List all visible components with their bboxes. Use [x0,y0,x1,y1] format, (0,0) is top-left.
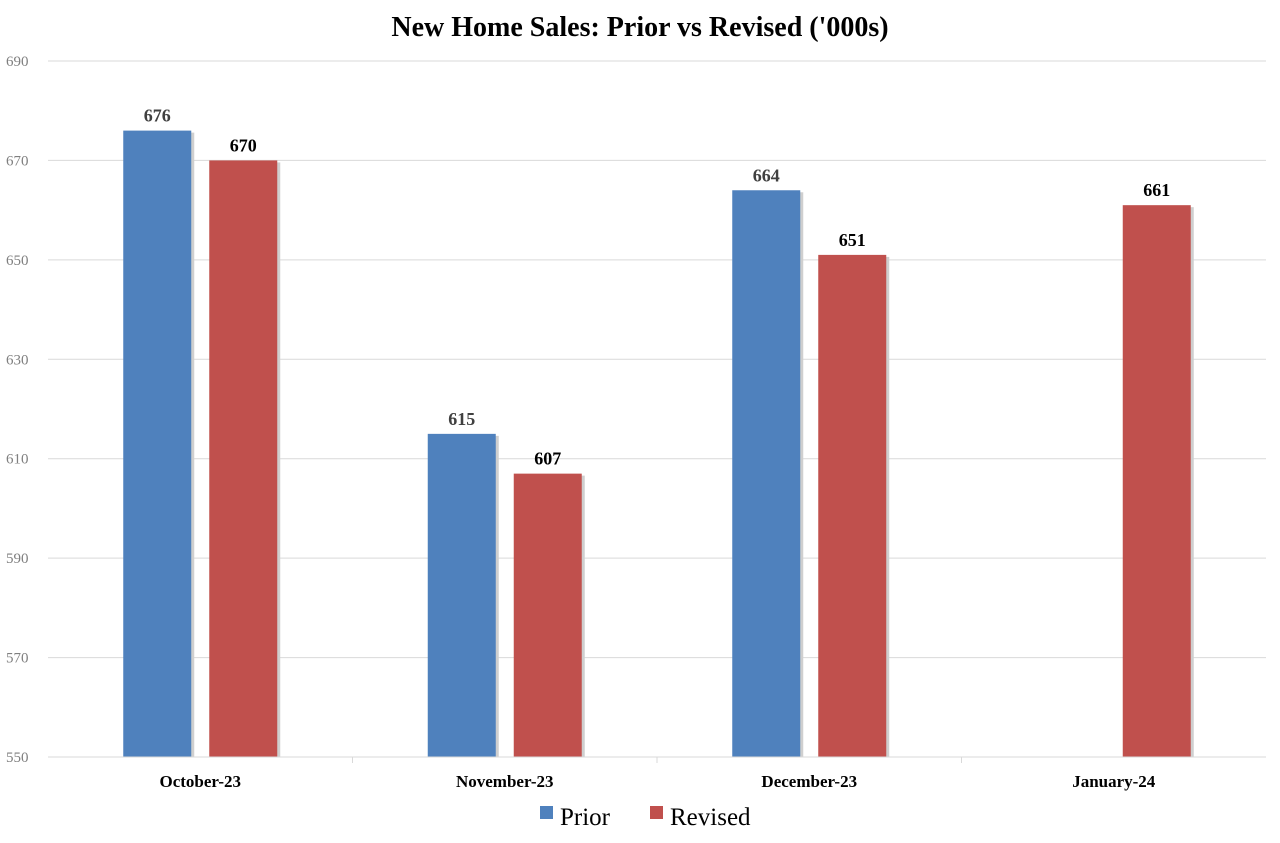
data-label: 615 [448,409,475,429]
legend-label: Revised [670,804,751,831]
bar-revised [1122,205,1191,757]
data-label: 664 [753,165,780,185]
x-tick-label: November-23 [456,772,554,791]
x-tick-label: December-23 [761,772,857,791]
bar-revised [513,473,582,757]
bar-revised [818,254,887,757]
x-tick-label: October-23 [159,772,241,791]
data-label: 607 [534,449,561,469]
legend: Prior Revised [540,804,751,831]
bars: 676 670 615 607 664 651 661 [123,106,1194,758]
data-label: 670 [230,135,257,155]
bar-revised [209,160,278,757]
legend-swatch [540,806,553,819]
bar-prior [427,433,496,757]
legend-label: Prior [560,804,611,831]
x-tick-label: January-24 [1072,772,1156,791]
y-tick-label: 650 [6,253,29,269]
y-tick-label: 570 [6,651,29,667]
data-label: 651 [839,230,866,250]
y-tick-label: 690 [6,54,29,70]
y-tick-label: 630 [6,352,29,368]
data-label: 661 [1143,180,1170,200]
bar-prior [123,130,192,758]
y-axis: 550 570 590 610 630 650 670 690 [6,54,29,766]
y-tick-label: 610 [6,452,29,468]
chart-title: New Home Sales: Prior vs Revised ('000s) [391,12,888,43]
data-label: 676 [144,106,171,126]
bar-prior [732,190,801,757]
y-tick-label: 670 [6,153,29,169]
y-tick-label: 550 [6,750,29,766]
x-axis: October-23 November-23 December-23 January-… [48,756,1266,791]
y-tick-label: 590 [6,551,29,567]
legend-swatch [650,806,663,819]
